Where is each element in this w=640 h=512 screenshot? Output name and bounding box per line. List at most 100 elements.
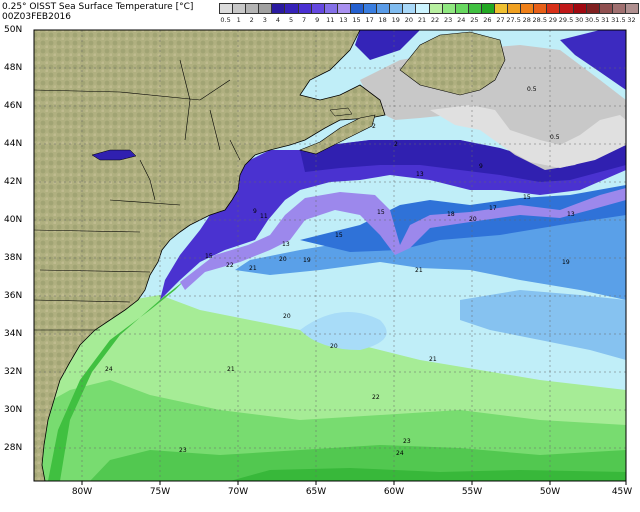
colorbar-swatch <box>585 3 600 14</box>
contour-label: 13 <box>416 171 424 178</box>
colorbar-label: 27 <box>496 16 505 24</box>
contour-label: 15 <box>205 253 213 260</box>
sst-band-20 <box>300 312 387 350</box>
colorbar-swatch <box>480 3 495 14</box>
colorbar-swatch <box>507 3 522 14</box>
sst-band-4 <box>560 30 626 90</box>
colorbar-swatch <box>546 3 561 14</box>
lat-label: 28N <box>4 443 23 453</box>
lat-label: 36N <box>4 291 23 301</box>
contour-labels: 0.5 0.5 2 2 9 9 11 13 13 13 15 15 15 15 … <box>105 86 575 457</box>
lat-label: 40N <box>4 215 23 225</box>
colorbar-swatch <box>336 3 351 14</box>
contour-label: 19 <box>562 259 570 266</box>
colorbar-swatch <box>598 3 613 14</box>
colorbar-swatch <box>363 3 378 14</box>
colorbar-swatch <box>467 3 482 14</box>
colorbar-swatch <box>389 3 404 14</box>
lon-label: 60W <box>383 487 405 497</box>
colorbar-label: 15 <box>352 16 361 24</box>
colorbar-label: 27.5 <box>506 16 521 24</box>
colorbar-label: 28 <box>522 16 531 24</box>
lon-label: 50W <box>539 487 561 497</box>
map-frame <box>33 29 627 482</box>
sst-band-gulfstream <box>48 280 185 481</box>
colorbar-swatch <box>493 3 509 14</box>
colorbar-label: 3 <box>262 16 267 24</box>
contour-label: 20 <box>279 256 287 263</box>
lon-label: 55W <box>461 487 483 497</box>
colorbar-label: 1 <box>236 16 241 24</box>
contour-label: 13 <box>282 241 290 248</box>
contour-label: 22 <box>226 262 234 269</box>
contour-label: 15 <box>523 194 531 201</box>
contour-label: 24 <box>396 450 404 457</box>
colorbar-label: 25 <box>470 16 479 24</box>
lat-label: 50N <box>4 25 23 35</box>
contour-label: 0.5 <box>527 86 537 93</box>
lon-label: 70W <box>227 487 249 497</box>
colorbar-swatch <box>245 3 260 14</box>
colorbar-swatch <box>533 3 548 14</box>
sst-band-2 <box>430 105 626 168</box>
colorbar-swatch <box>520 3 535 14</box>
colorbar-label: 29.5 <box>558 16 574 24</box>
colorbar-swatch <box>219 3 234 14</box>
lat-label: 42N <box>4 177 23 187</box>
contour-label: 21 <box>227 366 235 373</box>
contour-label: 11 <box>260 213 268 220</box>
lat-label: 30N <box>4 405 23 415</box>
colorbar-swatch <box>258 3 273 14</box>
colorbar-swatch <box>572 3 587 14</box>
colorbar-label: 4 <box>275 16 280 24</box>
colorbar-label: 19 <box>391 16 400 24</box>
colorbar-swatch <box>297 3 312 14</box>
contour-label: 9 <box>479 163 483 170</box>
colorbar-label: 0.5 <box>220 16 231 24</box>
contour-label: 13 <box>567 211 575 218</box>
sst-band-25 <box>230 468 626 481</box>
contour-label: 15 <box>335 232 343 239</box>
contour-label: 23 <box>403 438 411 445</box>
lon-label: 65W <box>305 487 327 497</box>
colorbar-swatch <box>271 3 286 14</box>
colorbar-label: 13 <box>339 16 348 24</box>
contour-label: 15 <box>377 209 385 216</box>
graticule <box>34 30 626 481</box>
sst-band-19 <box>460 290 626 360</box>
lat-label: 38N <box>4 253 23 263</box>
lon-label: 45W <box>611 487 633 497</box>
contour-label: 2 <box>394 141 398 148</box>
colorbar-label: 22 <box>430 16 440 24</box>
colorbar-swatch <box>559 3 574 14</box>
colorbar-label: 5 <box>288 16 294 24</box>
contour-label: 23 <box>179 447 187 454</box>
sst-band-5 <box>300 140 626 182</box>
map-date: 00Z03FEB2016 <box>2 12 72 22</box>
contour-label: 20 <box>330 343 338 350</box>
colorbar-swatch <box>402 3 417 14</box>
contour-label: 2 <box>372 123 376 130</box>
land-newfoundland <box>399 31 506 96</box>
colorbar-label: 9 <box>315 16 320 24</box>
land-north-america <box>33 29 386 482</box>
colorbar-swatch <box>441 3 456 14</box>
lat-label: 44N <box>4 139 23 149</box>
colorbar-label: 17 <box>365 16 374 24</box>
land-pei <box>329 107 353 117</box>
colorbar-swatch <box>232 3 247 14</box>
contour-label: 19 <box>303 257 311 264</box>
colorbar-swatch <box>454 3 469 14</box>
colorbar-label: 30 <box>574 16 584 24</box>
colorbar-label: 26 <box>483 16 492 24</box>
land-nova-scotia <box>299 114 376 155</box>
colorbar-label: 29 <box>548 16 558 24</box>
lat-label: 46N <box>4 101 23 111</box>
sst-band-18 <box>235 210 626 300</box>
contour-label: 18 <box>447 211 455 218</box>
colorbar-label: 11 <box>326 16 335 24</box>
colorbar-swatch <box>323 3 338 14</box>
colorbar-label: 32 <box>627 16 636 24</box>
contour-label: 20 <box>469 216 477 223</box>
